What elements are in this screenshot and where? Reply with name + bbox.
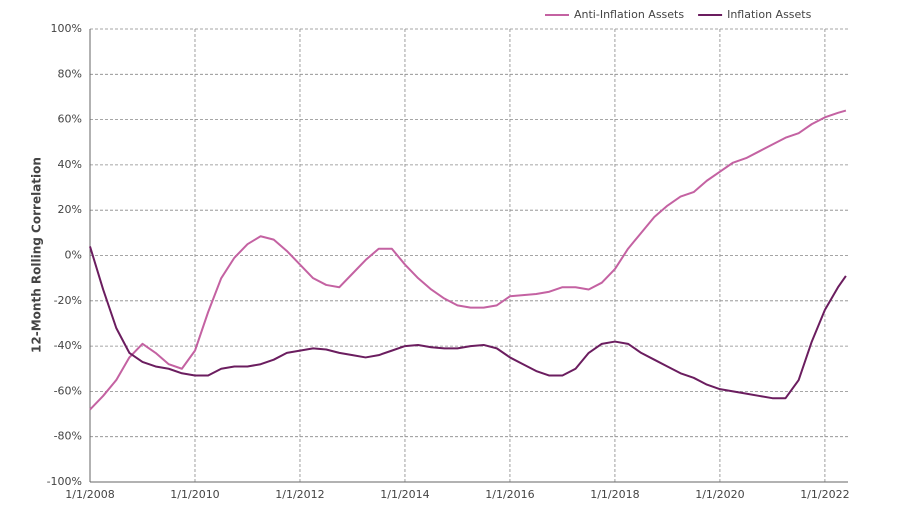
legend-label: Anti-Inflation Assets [574,8,684,21]
x-tick-label: 1/1/2008 [65,488,114,501]
y-axis-label: 12-Month Rolling Correlation [30,157,44,353]
y-tick-label: -20% [54,294,82,307]
y-tick-label: 40% [58,158,82,171]
x-tick-label: 1/1/2010 [170,488,219,501]
y-tick-label: -60% [54,384,82,397]
y-tick-label: 20% [58,203,82,216]
line-series [89,109,847,411]
y-tick-label: -40% [54,339,82,352]
line-series [89,246,847,400]
y-tick-label: -100% [47,475,82,488]
legend-label: Inflation Assets [727,8,812,21]
y-tick-label: 100% [51,22,82,35]
y-tick-label: 60% [58,113,82,126]
y-tick-label: 80% [58,67,82,80]
y-tick-label: -80% [54,430,82,443]
x-tick-label: 1/1/2012 [275,488,324,501]
x-tick-label: 1/1/2016 [485,488,534,501]
x-tick-label: 1/1/2014 [380,488,429,501]
x-tick-label: 1/1/2018 [590,488,639,501]
y-tick-label: 0% [65,249,82,262]
x-tick-label: 1/1/2022 [800,488,849,501]
x-tick-label: 1/1/2020 [695,488,744,501]
